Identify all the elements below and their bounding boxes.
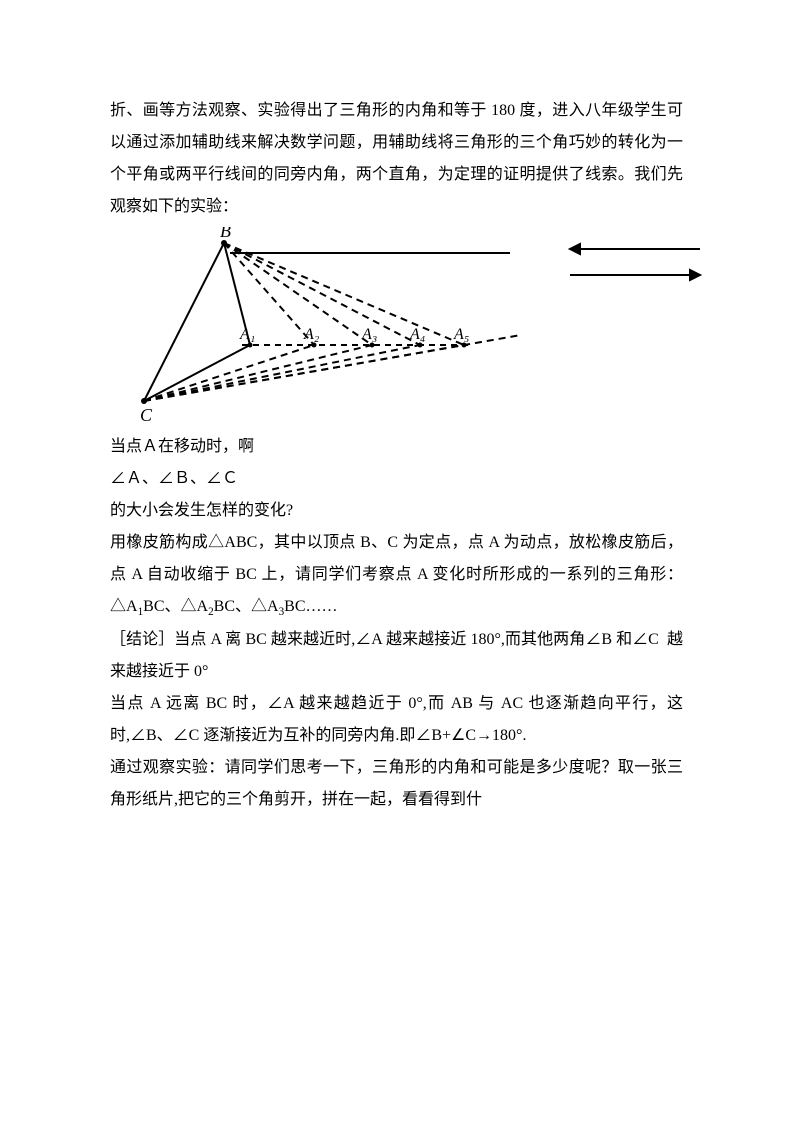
triangle-figure: B C A₁ A₂ A₃ A₄ A₅ xyxy=(140,227,710,427)
svg-text:A₅: A₅ xyxy=(453,326,469,343)
svg-text:A₃: A₃ xyxy=(361,326,377,343)
svg-text:A₄: A₄ xyxy=(409,326,425,343)
paragraph-intro: 折、画等方法观察、实验得出了三角形的内角和等于 180 度，进入八年级学生可以通… xyxy=(110,95,683,223)
svg-text:B: B xyxy=(220,227,231,241)
paragraph-6: ［结论］当点 A 离 BC 越来越近时,∠A 越来越接近 180°,而其他两角∠… xyxy=(110,624,683,688)
paragraph-7: 当点 A 远离 BC 时，∠A 越来越趋近于 0°,而 AB 与 AC 也逐渐趋… xyxy=(110,688,683,752)
paragraph-3: ∠Ａ、∠Ｂ、∠Ｃ xyxy=(110,463,683,495)
svg-text:A₁: A₁ xyxy=(239,326,255,343)
paragraph-4: 的大小会发生怎样的变化? xyxy=(110,495,683,527)
paragraph-2: 当点Ａ在移动时，啊 xyxy=(110,431,683,463)
svg-text:C: C xyxy=(140,405,153,425)
svg-text:A₂: A₂ xyxy=(303,326,320,343)
bc2: BC、△A xyxy=(214,598,279,615)
p5-tail: BC…… xyxy=(284,598,337,615)
triangle-svg: B C A₁ A₂ A₃ A₄ A₅ xyxy=(140,227,710,427)
paragraph-5: 用橡皮筋构成△ABC，其中以顶点 B、C 为定点，点 A 为动点，放松橡皮筋后，… xyxy=(110,527,683,624)
paragraph-8: 通过观察实验：请同学们思考一下，三角形的内角和可能是多少度呢？取一张三角形纸片,… xyxy=(110,752,683,816)
bc1: BC、△A xyxy=(143,598,208,615)
document-page: 折、画等方法观察、实验得出了三角形的内角和等于 180 度，进入八年级学生可以通… xyxy=(0,0,793,876)
